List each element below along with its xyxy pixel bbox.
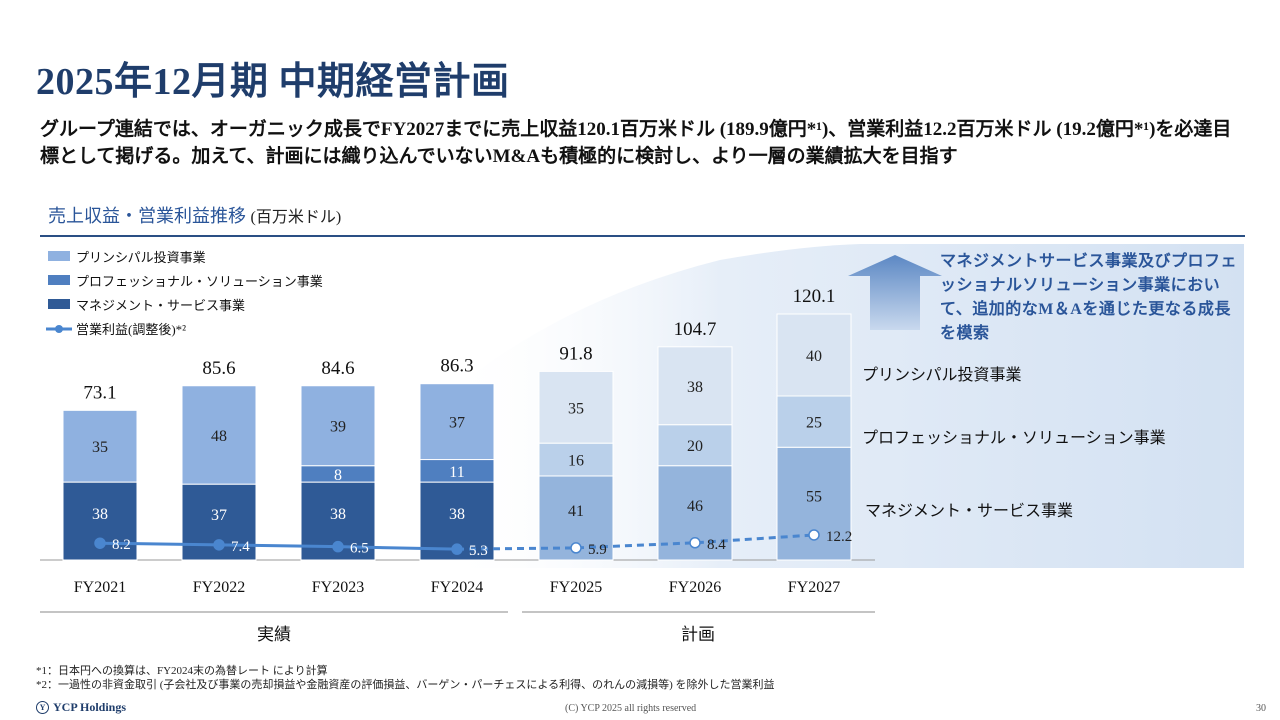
bar-value-label: 37 xyxy=(211,507,227,524)
profit-point xyxy=(94,537,106,549)
x-tick-label: FY2022 xyxy=(193,579,245,596)
bar-value-label: 38 xyxy=(92,506,108,523)
segment-label-principal: プリンシパル投資事業 xyxy=(862,366,1022,384)
x-tick-label: FY2026 xyxy=(669,579,721,596)
x-tick-label: FY2024 xyxy=(431,579,483,596)
bar-segment-FY2025-2 xyxy=(538,370,614,444)
profit-value-label: 8.2 xyxy=(112,537,131,553)
bar-total-label: 84.6 xyxy=(321,358,354,379)
bar-segment-FY2026-2 xyxy=(657,346,733,426)
bar-total-label: 104.7 xyxy=(674,319,717,340)
bar-value-label: 38 xyxy=(449,506,465,523)
copyright: (C) YCP 2025 all rights reserved xyxy=(565,703,697,714)
bar-value-label: 40 xyxy=(806,348,822,365)
ma-callout-text: マネジメントサービス事業及びプロフェッショナルソリューション事業において、追加的… xyxy=(940,253,1238,342)
bar-value-label: 16 xyxy=(568,453,584,470)
legend-swatch xyxy=(48,251,70,261)
group-label-actual: 実績 xyxy=(257,625,291,644)
legend-label: プリンシパル投資事業 xyxy=(76,250,206,265)
bar-value-label: 38 xyxy=(687,379,703,396)
group-label-plan: 計画 xyxy=(681,625,715,644)
bar-total-label: 91.8 xyxy=(559,343,592,364)
bar-value-label: 46 xyxy=(687,498,703,515)
bar-segment-FY2027-0 xyxy=(776,446,852,561)
profit-value-label: 7.4 xyxy=(231,539,250,555)
bar-segment-FY2027-2 xyxy=(776,313,852,397)
profit-point xyxy=(808,529,820,541)
segment-label-professional: プロフェッショナル・ソリューション事業 xyxy=(862,429,1166,447)
growth-arrow-icon xyxy=(848,255,942,330)
profit-value-label: 8.4 xyxy=(707,537,726,553)
bar-value-label: 35 xyxy=(92,439,108,456)
bar-value-label: 8 xyxy=(334,467,342,484)
subtitle: グループ連結では、オーガニック成長でFY2027までに売上収益120.1百万米ド… xyxy=(40,119,1232,167)
bar-value-label: 25 xyxy=(806,415,822,432)
bar-total-label: 73.1 xyxy=(83,382,116,403)
bar-total-label: 120.1 xyxy=(793,286,836,307)
profit-point xyxy=(689,537,701,549)
profit-value-label: 5.3 xyxy=(469,543,488,559)
legend-line-marker xyxy=(55,325,63,333)
profit-point xyxy=(570,542,582,554)
legend-label: マネジメント・サービス事業 xyxy=(76,298,245,313)
legend-label: 営業利益(調整後)*² xyxy=(76,322,186,337)
bar-segment-FY2024-2 xyxy=(419,383,495,461)
bar-value-label: 38 xyxy=(330,506,346,523)
legend-swatch xyxy=(48,299,70,309)
profit-point xyxy=(213,539,225,551)
bar-value-label: 39 xyxy=(330,419,346,436)
section-unit: (百万米ドル) xyxy=(250,209,342,226)
revenue-profit-chart: 38 35 73.1 FY2021 37 48 85.6 FY2022 38 8 39 84.6 FY2… xyxy=(40,244,1244,644)
page-number: 30 xyxy=(1256,703,1266,714)
bar-total-label: 86.3 xyxy=(440,356,473,377)
ycp-logo: Y YCP Holdings xyxy=(36,700,126,715)
profit-line-actual xyxy=(99,541,458,551)
x-tick-label: FY2027 xyxy=(788,579,840,596)
bar-value-label: 48 xyxy=(211,428,227,445)
profit-value-label: 6.5 xyxy=(350,541,369,557)
bar-segment-FY2027-1 xyxy=(776,395,852,448)
bar-value-label: 35 xyxy=(568,400,584,417)
bar-value-label: 20 xyxy=(687,438,703,455)
section-title: 売上収益・営業利益推移 (百万米ドル) xyxy=(48,202,341,228)
legend-swatch xyxy=(48,275,70,285)
footnote-2: *2：一過性の非資金取引 (子会社及び事業の売却損益や金融資産の評価損益、バーゲ… xyxy=(36,679,775,691)
footnote-1: *1：日本円への換算は、FY2024末の為替レート により計算 xyxy=(36,665,328,677)
segment-label-management: マネジメント・サービス事業 xyxy=(865,502,1073,520)
bar-segment-FY2023-2 xyxy=(300,385,376,467)
bar-value-label: 55 xyxy=(806,489,822,506)
bar-value-label: 11 xyxy=(449,464,464,481)
legend-label: プロフェッショナル・ソリューション事業 xyxy=(76,274,323,289)
profit-value-label: 12.2 xyxy=(826,529,852,545)
x-tick-label: FY2025 xyxy=(550,579,602,596)
profit-value-label: 5.9 xyxy=(588,542,607,558)
bar-value-label: 41 xyxy=(568,503,584,520)
bar-segment-FY2022-2 xyxy=(181,385,257,485)
bar-total-label: 85.6 xyxy=(202,358,235,379)
bar-segment-FY2021-2 xyxy=(62,409,138,483)
x-tick-label: FY2021 xyxy=(74,579,126,596)
profit-point xyxy=(332,540,344,553)
page-title: 2025年12月期 中期経営計画 xyxy=(36,61,510,103)
section-title-text: 売上収益・営業利益推移 xyxy=(48,206,246,226)
bar-segment-FY2026-1 xyxy=(657,424,733,467)
section-rule xyxy=(40,235,1245,237)
profit-point xyxy=(451,543,463,555)
bar-value-label: 37 xyxy=(449,415,465,432)
logo-text: YCP Holdings xyxy=(53,700,127,714)
ycp-logo-icon: Y xyxy=(36,701,49,714)
x-tick-label: FY2023 xyxy=(312,579,364,596)
